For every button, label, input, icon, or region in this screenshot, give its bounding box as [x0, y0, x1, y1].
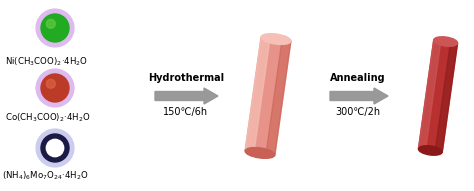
Text: Hydrothermal: Hydrothermal	[148, 73, 224, 83]
Circle shape	[46, 79, 55, 88]
Circle shape	[46, 19, 55, 28]
Text: 300℃/2h: 300℃/2h	[336, 107, 381, 117]
Circle shape	[36, 9, 74, 47]
Circle shape	[46, 139, 64, 157]
Ellipse shape	[434, 37, 457, 46]
Text: Co(CH$_3$COO)$_2$·4H$_2$O: Co(CH$_3$COO)$_2$·4H$_2$O	[5, 112, 91, 125]
Ellipse shape	[419, 146, 442, 155]
Text: (NH$_4$)$_6$Mo$_7$O$_{24}$·4H$_2$O: (NH$_4$)$_6$Mo$_7$O$_{24}$·4H$_2$O	[2, 170, 89, 182]
Circle shape	[41, 134, 69, 162]
Polygon shape	[266, 40, 291, 155]
Polygon shape	[419, 40, 441, 150]
Polygon shape	[435, 42, 457, 152]
Polygon shape	[245, 37, 270, 152]
Text: 150℃/6h: 150℃/6h	[164, 107, 209, 117]
Ellipse shape	[261, 34, 291, 45]
Circle shape	[36, 129, 74, 167]
Text: Annealing: Annealing	[330, 73, 386, 83]
Polygon shape	[419, 40, 457, 152]
Polygon shape	[245, 37, 291, 155]
Circle shape	[41, 74, 69, 102]
Text: Ni(CH$_3$COO)$_2$·4H$_2$O: Ni(CH$_3$COO)$_2$·4H$_2$O	[5, 55, 88, 67]
FancyArrow shape	[330, 88, 388, 104]
FancyArrow shape	[155, 88, 218, 104]
Ellipse shape	[245, 148, 275, 158]
Circle shape	[41, 14, 69, 42]
Circle shape	[36, 69, 74, 107]
